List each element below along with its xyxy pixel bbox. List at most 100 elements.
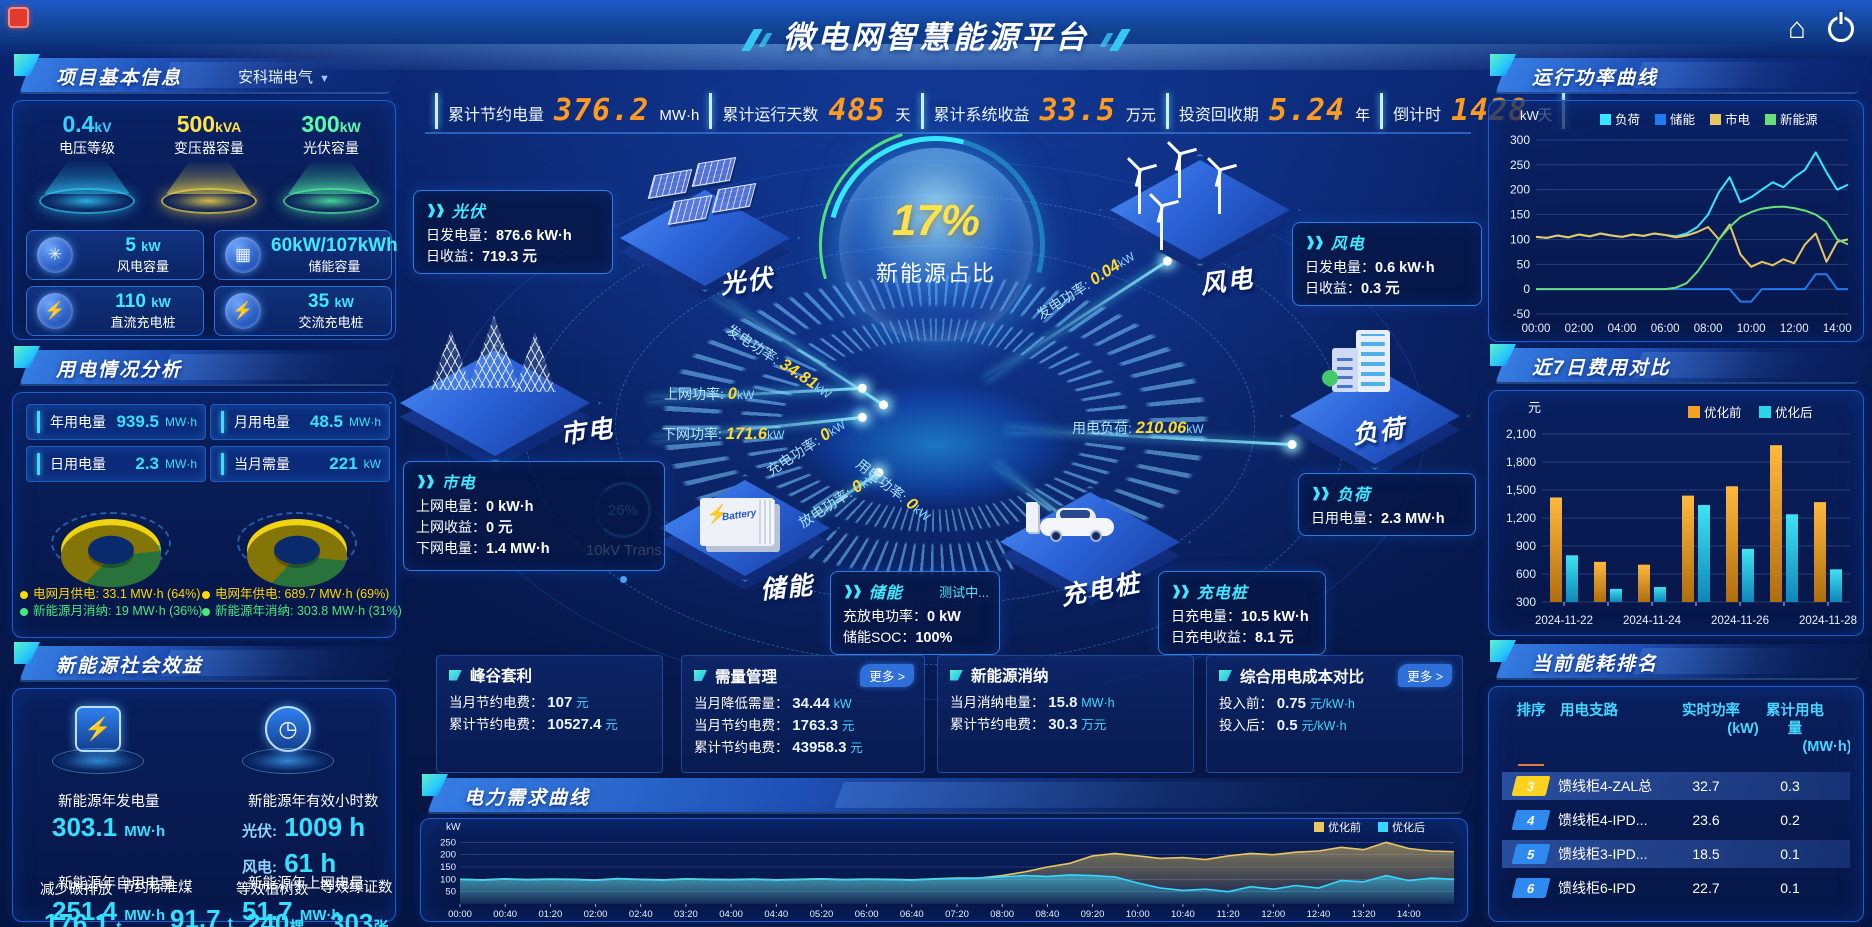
svg-text:00:00: 00:00	[1522, 323, 1551, 335]
legend-dot	[202, 607, 210, 616]
summary-card-title: 需量管理	[715, 668, 778, 686]
svg-text:优化前: 优化前	[1704, 405, 1742, 420]
legend-item: 电网月供电: 33.1 MW·h (64%)	[20, 586, 202, 603]
more-button[interactable]: 更多 >	[1398, 664, 1452, 687]
benefit-label: 新能源年自用电量	[58, 876, 174, 892]
info-box-title: 储能	[868, 585, 903, 602]
benefit-value: 91.7 t	[170, 904, 233, 927]
svg-text:02:40: 02:40	[629, 909, 653, 920]
info-box-storage: ❱❱ 储能 测试中... 充放电功率：0 kW 储能SOC：100%	[830, 571, 1000, 655]
usage-stat-chip: 当月需量 221 kW	[210, 446, 390, 482]
svg-text:10:00: 10:00	[1126, 909, 1150, 920]
chevron-right-icon: ❱❱	[1171, 583, 1191, 598]
pedestal-label: 电压等级	[59, 140, 115, 157]
stat-label: 月用电量	[234, 414, 290, 430]
info-row: 下网电量：1.4 MW·h	[416, 540, 550, 557]
supply-donut-chart	[48, 486, 174, 582]
table-row: 5 馈线柜3-IPD... 18.5 0.1	[1502, 840, 1850, 868]
energy-rank-table: 排序 用电支路 实时功率 (kW) 累计用电量 (MW·h) 3 馈线柜4-ZAL总 32.…	[1502, 702, 1850, 918]
company-select[interactable]: 安科瑞电气 ▼	[238, 69, 330, 86]
power-icon[interactable]	[1828, 16, 1854, 42]
card-label: 储能容量	[308, 259, 361, 275]
fee-compare-chart: 元 2,100 1,800 1,500 1,200 900 600 300 2024-11-22…	[1506, 400, 1857, 627]
panel-title: 近7日费用对比	[1532, 358, 1671, 379]
svg-text:06:40: 06:40	[900, 909, 924, 920]
summary-card-title: 新能源消纳	[971, 668, 1049, 685]
svg-text:1,200: 1,200	[1506, 511, 1536, 525]
svg-text:250: 250	[440, 837, 456, 848]
pedestal-label: 变压器容量	[174, 140, 244, 157]
benefit-value: 303张	[330, 908, 388, 927]
realtime-power: 22.7	[1692, 880, 1720, 896]
svg-text:10:40: 10:40	[1171, 909, 1195, 920]
card-value: 60kW/107kWh	[271, 234, 398, 256]
benefit-hours-icon-pedestal: ◷	[218, 706, 358, 774]
more-button[interactable]: 更多 >	[860, 664, 914, 687]
fullscreen-icon[interactable]	[8, 7, 29, 28]
svg-text:13:20: 13:20	[1352, 909, 1376, 920]
info-box-pv: ❱❱ 光伏 日发电量：876.6 kW·h 日收益：719.3 元	[413, 190, 613, 274]
stat-unit: MW·h	[165, 415, 197, 429]
tree-icon	[1322, 370, 1338, 386]
title-slash-icon	[741, 28, 763, 51]
svg-text:900: 900	[1516, 539, 1536, 553]
card-flag-icon	[449, 669, 462, 681]
svg-text:优化后: 优化后	[1392, 820, 1425, 834]
node-label-pv: 光伏	[718, 264, 776, 300]
ev-car-icon	[1040, 508, 1114, 544]
kpi-value: 376.2	[554, 93, 650, 128]
wind-turbine-icon	[1206, 157, 1237, 218]
stat-value: 939.5	[116, 412, 159, 431]
donut-hole	[274, 535, 320, 565]
kpi-label: 累计系统收益	[933, 107, 1030, 124]
total-energy: 0.1	[1780, 846, 1800, 862]
chevron-right-icon: ❱❱	[416, 473, 436, 488]
svg-text:14:00: 14:00	[1397, 909, 1421, 920]
svg-text:08:00: 08:00	[990, 909, 1014, 920]
kpi-separator	[709, 93, 713, 129]
benefit-value: 176.1 t	[44, 908, 121, 927]
kpi-separator	[920, 93, 924, 129]
legend-text: 新能源月消纳: 19 MW·h (36%)	[33, 604, 203, 618]
svg-text:12:00: 12:00	[1780, 323, 1809, 335]
benefit-value: 光伏: 1009 h	[242, 812, 366, 842]
card-value: 35 kW	[308, 290, 354, 312]
pv-platform	[609, 184, 801, 300]
renewable-percent: 17%	[891, 196, 981, 245]
chevron-right-icon: ❱❱	[426, 202, 446, 217]
kpi-unit: 万元	[1125, 107, 1156, 124]
benefit-label: 新能源年有效小时数	[248, 794, 379, 810]
svg-text:02:00: 02:00	[584, 909, 608, 920]
legend-item: 新能源年消纳: 303.8 MW·h (31%)	[202, 603, 402, 620]
pedestal-light-cone	[166, 160, 252, 195]
info-row: 日收益：0.3 元	[1305, 280, 1400, 297]
svg-text:09:20: 09:20	[1081, 909, 1105, 920]
summary-row: 累计节约电费： 10527.4 元	[449, 716, 618, 733]
pedestal-light-cone	[44, 160, 130, 195]
flow-label-load_use: 用电负荷: 210.06kW	[1072, 419, 1204, 437]
svg-text:2024-11-28: 2024-11-28	[1799, 615, 1857, 627]
info-box-title: 风电	[1330, 236, 1365, 253]
svg-text:04:40: 04:40	[764, 909, 788, 920]
summary-card: 综合用电成本对比 更多 > 投入前： 0.75 元/kW·h 投入后： 0.5 元/k…	[1206, 655, 1463, 773]
branch-name: 馈线柜3-IPD...	[1558, 846, 1648, 862]
info-row: 日发电量：876.6 kW·h	[426, 227, 572, 244]
center-bubble: 17% 新能源占比	[777, 86, 1095, 404]
fee-panel-header: 近7日费用对比	[1488, 344, 1871, 384]
svg-text:00:00: 00:00	[448, 909, 472, 920]
svg-text:2024-11-22: 2024-11-22	[1535, 615, 1593, 627]
kpi-label: 投资回收期	[1178, 107, 1259, 124]
svg-text:10:00: 10:00	[1737, 323, 1766, 335]
info-box-wind: ❱❱ 风电 日发电量：0.6 kW·h 日收益：0.3 元	[1292, 222, 1482, 306]
panel-title: 运行功率曲线	[1532, 68, 1659, 89]
svg-text:2024-11-26: 2024-11-26	[1711, 615, 1769, 627]
charger-platform	[989, 486, 1191, 606]
donut-legend: 电网月供电: 33.1 MW·h (64%) 新能源月消纳: 19 MW·h (…	[20, 586, 202, 620]
table-row: 4 馈线柜4-IPD... 23.6 0.2	[1502, 806, 1850, 834]
stat-unit: MW·h	[349, 415, 381, 429]
svg-text:元: 元	[1528, 400, 1541, 415]
summary-card: 新能源消纳 当月消纳电量： 15.8 MW·h 累计节约电费： 30.3 万元	[937, 655, 1194, 773]
node-label-wind: 风电	[1198, 264, 1256, 300]
home-icon[interactable]: ⌂	[1787, 12, 1806, 45]
